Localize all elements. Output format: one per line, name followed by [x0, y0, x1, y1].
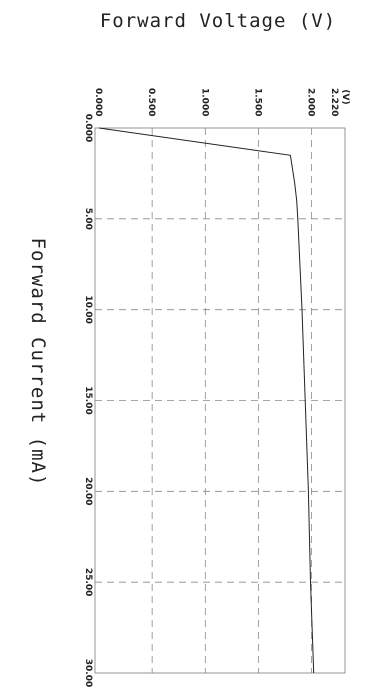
y-unit-label: (V) [340, 89, 350, 104]
x-tick-label: 30.00 [83, 659, 93, 687]
y-tick-label: 1.500 [252, 88, 262, 116]
y-tick-label: 2.220 [329, 88, 339, 116]
x-tick-label: 25.00 [83, 568, 93, 596]
grid-layer [94, 127, 346, 674]
chart-title: Forward Voltage (V) [100, 10, 336, 32]
x-tick-label: 15.00 [83, 386, 93, 414]
y-tick-label: 0.500 [146, 88, 156, 116]
x-tick-label: 0.000 [83, 114, 93, 142]
x-tick-label: 20.00 [83, 477, 93, 505]
series-layer [98, 127, 315, 674]
y-tick-label: 1.000 [199, 88, 209, 116]
unit-label: (V) [340, 89, 350, 104]
x-axis-title: Forward Current (mA) [27, 238, 49, 487]
series-line [98, 127, 315, 674]
tick-labels: 0.000 5.00 10.00 15.00 20.00 25.00 30.00 0.000 0… [83, 88, 339, 687]
y-tick-label: 0.000 [93, 88, 103, 116]
x-tick-label: 5.00 [83, 208, 93, 230]
x-tick-label: 10.00 [83, 295, 93, 323]
y-tick-label: 2.000 [306, 88, 316, 116]
